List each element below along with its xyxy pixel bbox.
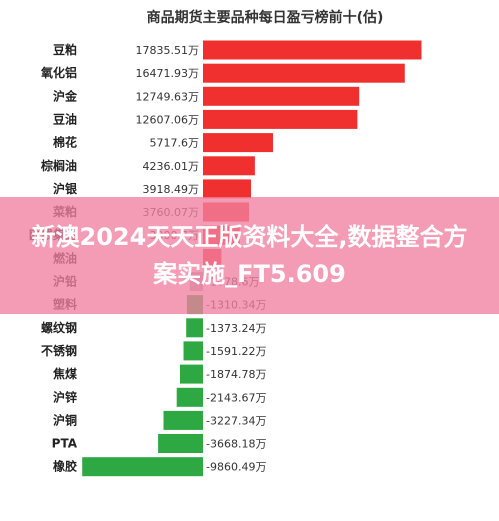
category-label: 豆粕 [53,42,77,57]
bar [180,364,203,384]
bar [186,318,203,338]
bar [183,341,203,361]
category-label: 螺纹钢 [41,320,77,335]
value-label: -9860.49万 [206,461,266,474]
value-label: -3668.18万 [206,438,266,451]
category-label: 橡胶 [53,459,77,474]
bar [82,457,203,477]
bar [203,156,255,176]
bar [203,179,251,199]
bar [203,109,358,129]
bar [203,133,273,153]
value-label: 12607.06万 [136,113,200,126]
value-label: -2143.67万 [206,391,266,404]
category-label: PTA [52,437,78,451]
category-label: 豆油 [53,111,77,126]
value-label: 16471.93万 [136,67,200,80]
category-label: 沪锌 [53,389,77,404]
chart-title: 商品期货主要品种每日盈亏榜前十(估) [147,9,384,26]
value-label: 12749.63万 [136,90,200,103]
category-label: 不锈钢 [41,343,77,358]
bar [203,40,422,60]
watermark-banner: 新澳2024天天正版资料大全,数据整合方案实施_FT5.609 [0,197,499,314]
watermark-text: 新澳2024天天正版资料大全,数据整合方案实施_FT5.609 [31,222,468,288]
value-label: -3227.34万 [206,414,266,427]
bar [163,410,203,430]
category-label: 棉花 [53,135,77,150]
category-label: 棕榈油 [40,158,77,173]
category-label: 焦煤 [52,366,77,381]
value-label: 3918.49万 [143,183,200,196]
value-label: 17835.51万 [136,44,200,57]
category-label: 沪金 [53,88,78,103]
bar [203,63,405,83]
bar [176,387,203,407]
category-label: 沪铜 [53,412,77,427]
value-label: -1373.24万 [206,322,266,335]
bar [203,86,360,106]
value-label: -1591.22万 [206,345,266,358]
value-label: -1874.78万 [206,368,266,381]
bar [158,434,203,453]
value-label: 4236.01万 [143,160,200,173]
category-label: 氧化铝 [40,65,77,80]
category-label: 沪银 [53,181,78,196]
value-label: 5717.6万 [150,137,200,150]
